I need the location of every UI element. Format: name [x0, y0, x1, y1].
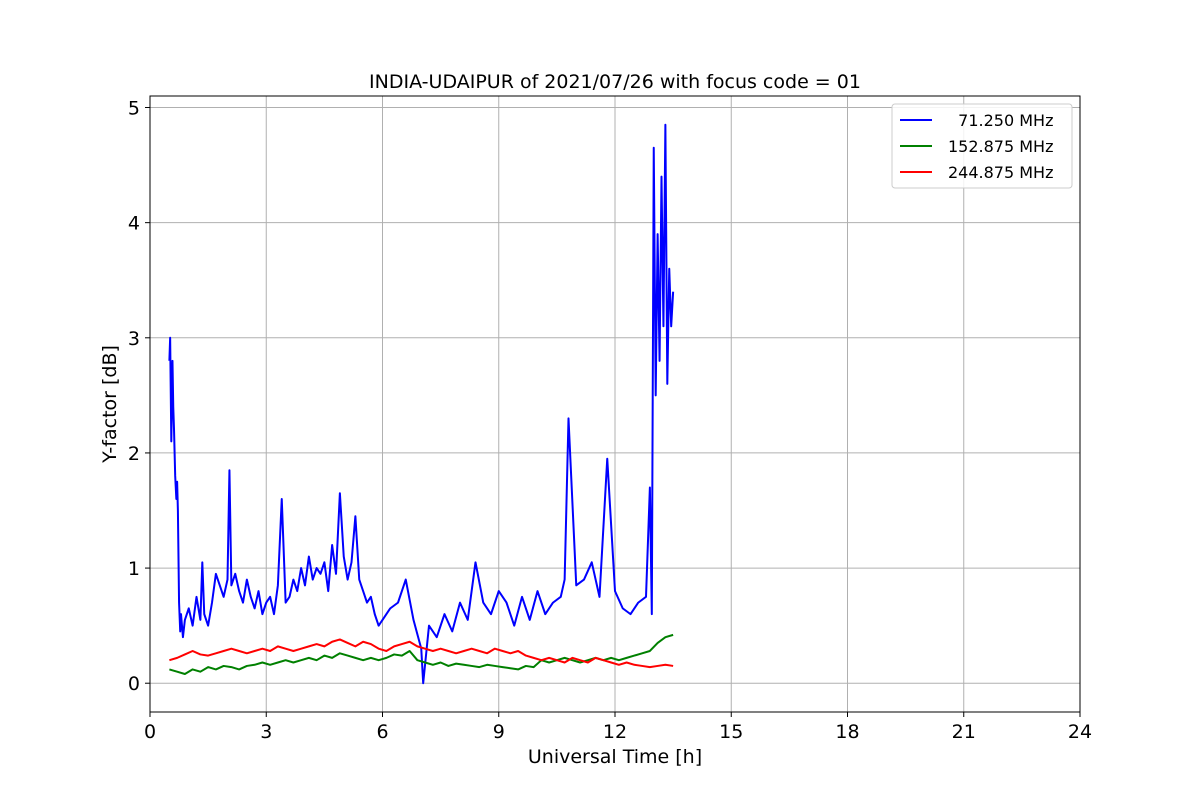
y-axis-label: Y-factor [dB] [99, 345, 121, 464]
x-tick-label: 12 [603, 721, 627, 743]
y-tick-label: 2 [128, 443, 140, 465]
legend: 71.250 MHz 152.875 MHz 244.875 MHz [891, 103, 1073, 189]
y-tick-label: 5 [128, 98, 140, 120]
y-tick-label: 4 [128, 213, 140, 235]
x-tick-label: 15 [719, 721, 743, 743]
y-tick-label: 0 [128, 673, 140, 695]
y-axis: 0 1 2 3 4 5 [128, 98, 150, 695]
chart-title: INDIA-UDAIPUR of 2021/07/26 with focus c… [369, 71, 861, 93]
series-line-2 [169, 638, 674, 669]
legend-box [891, 103, 1073, 189]
x-tick-label: 18 [835, 721, 859, 743]
series-line-0 [168, 123, 675, 685]
x-axis: 0 3 6 9 12 15 18 21 24 [144, 712, 1092, 743]
x-tick-label: 0 [144, 721, 156, 743]
y-tick-label: 1 [128, 558, 140, 580]
x-axis-label: Universal Time [h] [528, 746, 702, 768]
x-tick-label: 3 [260, 721, 272, 743]
x-tick-label: 9 [493, 721, 505, 743]
legend-label-1: 152.875 MHz [948, 137, 1053, 156]
x-tick-label: 6 [376, 721, 388, 743]
legend-label-0: 71.250 MHz [948, 111, 1053, 130]
series-layer [168, 123, 675, 685]
y-tick-label: 3 [128, 328, 140, 350]
x-tick-label: 21 [952, 721, 976, 743]
legend-label-2: 244.875 MHz [948, 163, 1053, 182]
series-line-1 [169, 633, 674, 675]
x-tick-label: 24 [1068, 721, 1092, 743]
